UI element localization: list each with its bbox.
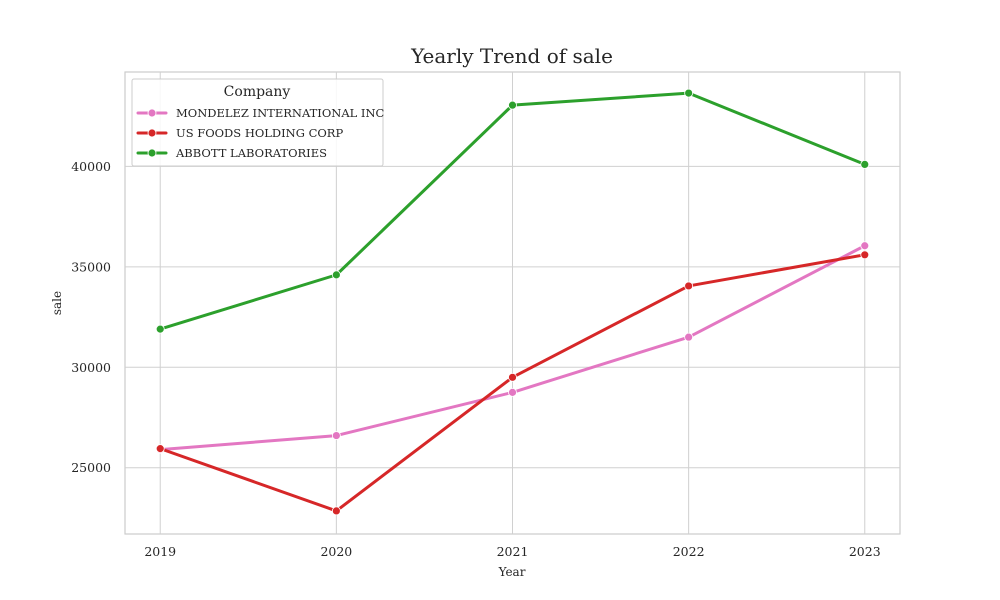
legend-item: ABBOTT LABORATORIES xyxy=(136,146,327,160)
x-tick-label: 2021 xyxy=(497,544,529,559)
data-point xyxy=(860,250,870,260)
x-tick-label: 2020 xyxy=(320,544,352,559)
legend-box xyxy=(131,78,384,167)
y-tick-label: 30000 xyxy=(71,360,111,375)
legend-label: ABBOTT LABORATORIES xyxy=(175,146,327,160)
legend-marker xyxy=(147,108,157,118)
data-point xyxy=(684,88,694,98)
y-axis-label: sale xyxy=(50,291,64,315)
legend-label: US FOODS HOLDING CORP xyxy=(176,126,343,140)
y-tick-label: 25000 xyxy=(71,460,111,475)
data-point xyxy=(155,444,165,454)
x-axis-label: Year xyxy=(498,565,526,579)
legend-label: MONDELEZ INTERNATIONAL INC xyxy=(176,106,385,120)
legend-item: US FOODS HOLDING CORP xyxy=(136,126,343,140)
legend-item: MONDELEZ INTERNATIONAL INC xyxy=(136,106,385,120)
data-point xyxy=(684,332,694,342)
y-tick-label: 40000 xyxy=(71,159,111,174)
data-point xyxy=(331,506,341,516)
data-point xyxy=(331,431,341,440)
legend-marker xyxy=(147,128,157,138)
series-layer xyxy=(155,88,870,516)
legend-items: MONDELEZ INTERNATIONAL INC US FOODS HOLDI… xyxy=(136,106,385,160)
data-point xyxy=(860,159,870,169)
data-point xyxy=(508,372,517,382)
series-2 xyxy=(155,88,870,334)
legend: Company MONDELEZ INTERNATIONAL INC US FOO… xyxy=(131,78,385,167)
chart-title: Yearly Trend of sale xyxy=(410,44,613,68)
x-tick-label: 2019 xyxy=(144,544,176,559)
data-point xyxy=(860,241,870,251)
x-tick-label: 2022 xyxy=(673,544,705,559)
series-0 xyxy=(155,241,870,455)
y-tick-label: 35000 xyxy=(71,259,111,274)
x-tick-label: 2023 xyxy=(849,544,881,559)
data-point xyxy=(508,100,517,110)
data-point xyxy=(508,387,517,397)
data-point xyxy=(684,281,694,291)
x-axis-ticks: 2019 2020 2021 2022 2023 xyxy=(144,544,880,559)
series-1 xyxy=(155,250,870,516)
data-point xyxy=(331,270,341,280)
legend-marker xyxy=(147,148,157,158)
legend-title: Company xyxy=(224,84,291,100)
y-axis-ticks: 25000 30000 35000 40000 xyxy=(71,159,111,475)
data-point xyxy=(155,324,165,334)
